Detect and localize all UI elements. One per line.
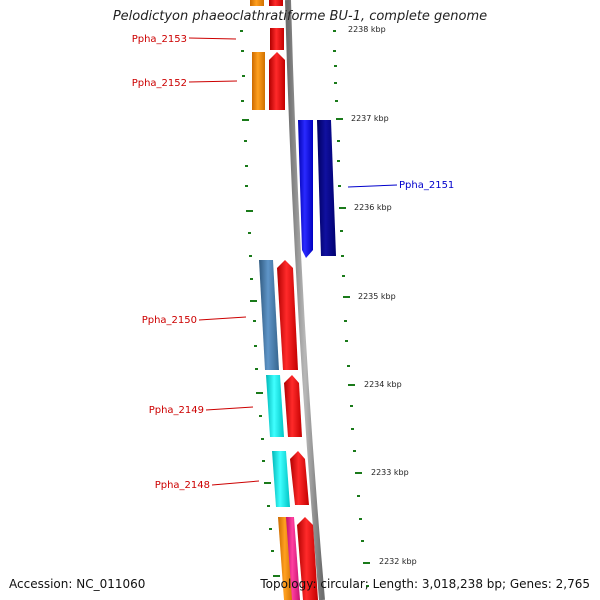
gene-ppha-2151[interactable] [317,120,336,256]
gene-red-bottom[interactable] [297,517,318,600]
gene-label-ppha-2151[interactable]: Ppha_2151 [399,180,454,191]
genome-summary-text: Topology: circular; Length: 3,018,238 bp… [260,577,590,591]
gene-label-ppha-2152[interactable]: Ppha_2152 [132,78,187,89]
accession-text: Accession: NC_011060 [9,577,146,591]
leader-ppha-2153 [188,37,237,40]
gene-magenta-bottom[interactable] [286,517,300,600]
right-tick-track [333,30,370,587]
gene-label-ppha-2153[interactable]: Ppha_2153 [132,34,187,45]
gene-red-top[interactable] [269,0,283,6]
kbp-label-2237: 2237 kbp [351,114,389,123]
gene-ppha-2148[interactable] [290,451,309,505]
gene-ppha-2148-cyan[interactable] [272,451,290,507]
leader-ppha-2151 [347,184,398,188]
gene-ppha-2150[interactable] [277,260,298,370]
map-title-overlay: Pelodictyon phaeoclathratiforme BU-1, co… [112,9,488,24]
gene-ppha-2153[interactable] [270,28,284,50]
kbp-label-2232: 2232 kbp [379,557,417,566]
gene-label-ppha-2148[interactable]: Ppha_2148 [155,480,210,491]
kbp-label-2236: 2236 kbp [354,203,392,212]
kbp-label-2238: 2238 kbp [348,25,386,34]
kbp-label-2233: 2233 kbp [371,468,409,477]
gene-ppha-2150-steel[interactable] [259,260,279,370]
gene-label-ppha-2150[interactable]: Ppha_2150 [142,315,197,326]
leader-ppha-2148 [211,480,260,486]
leader-ppha-2149 [205,406,254,411]
kbp-label-2235: 2235 kbp [358,292,396,301]
leader-ppha-2152 [188,80,238,83]
gene-orange-top[interactable] [250,0,264,6]
gene-ppha-2152[interactable] [269,52,285,110]
gene-ppha-2149-cyan[interactable] [266,375,284,437]
genome-backbone [285,0,325,600]
leader-ppha-2150 [198,316,247,321]
gene-orange-bottom[interactable] [278,517,293,600]
gene-label-ppha-2149[interactable]: Ppha_2149 [149,405,204,416]
gene-ppha-2152-orange[interactable] [252,52,265,110]
gene-ppha-2149[interactable] [284,375,302,437]
kbp-label-2234: 2234 kbp [364,380,402,389]
left-tick-track [240,30,280,577]
gene-ppha-2151-blue[interactable] [298,120,313,258]
